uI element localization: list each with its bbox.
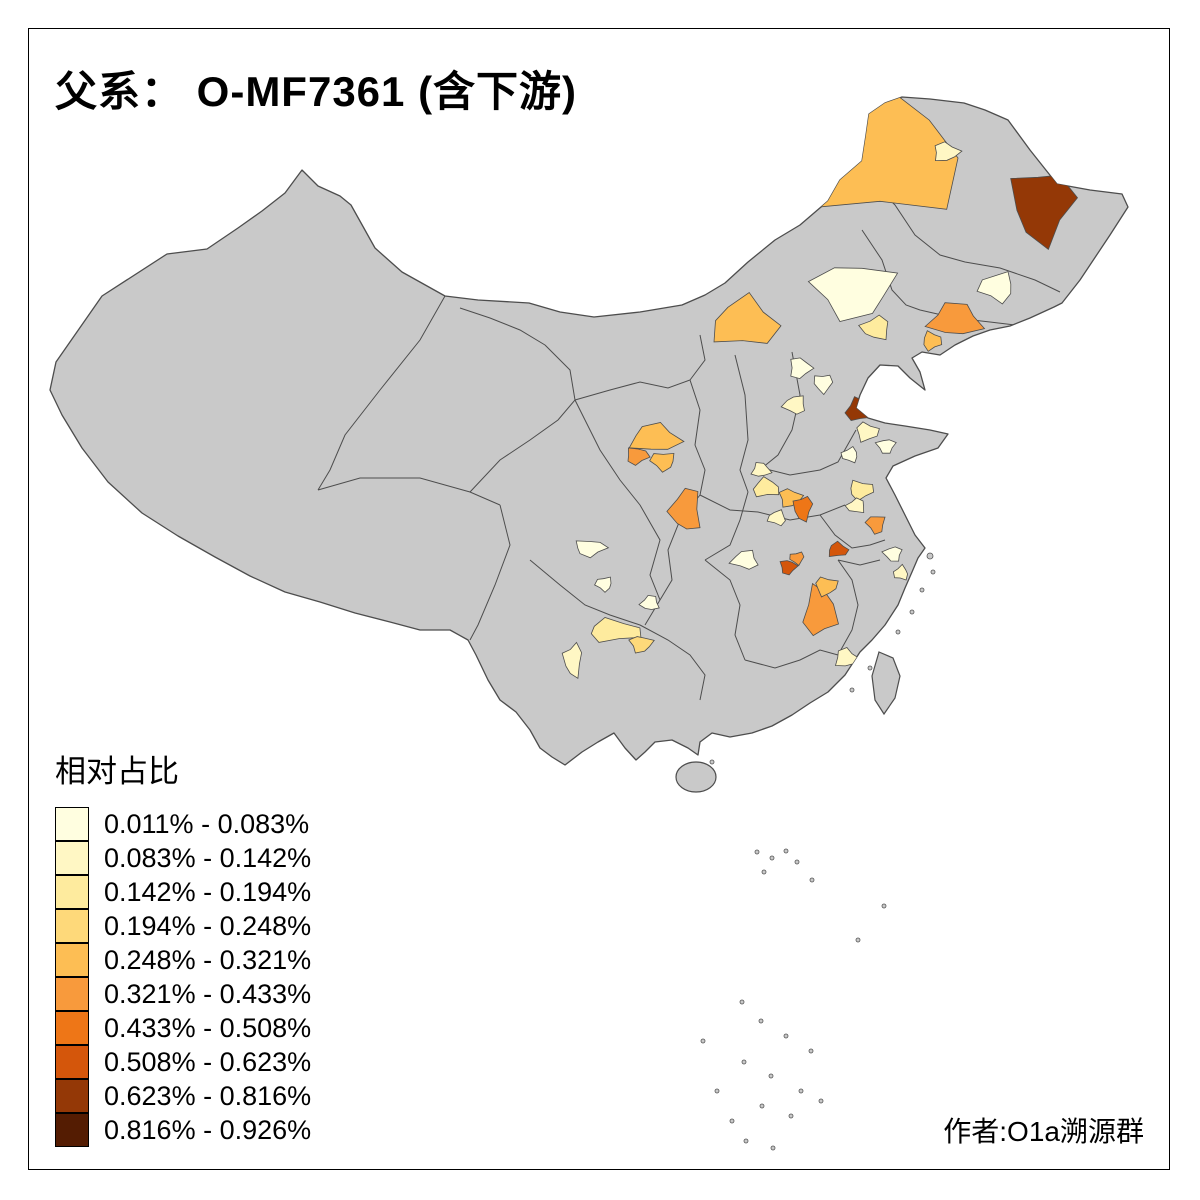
map-region (807, 267, 899, 322)
legend-class-label: 0.248% - 0.321% (104, 944, 312, 975)
legend-class-label: 0.142% - 0.194% (104, 876, 312, 907)
map-region (924, 302, 986, 335)
map-title: 父系： O-MF7361 (含下游) (55, 68, 578, 115)
map-region (780, 395, 805, 415)
map-region (779, 560, 799, 576)
map-region (713, 291, 782, 344)
map-region (792, 495, 814, 523)
legend-swatch (55, 806, 89, 841)
map-region (766, 509, 786, 527)
map-region (628, 422, 685, 450)
legend-row: 0.083% - 0.142% (55, 840, 312, 875)
map-region (874, 439, 897, 454)
map-region (628, 636, 655, 654)
map-region (649, 452, 675, 473)
sea-islets (700, 552, 936, 1151)
legend-swatch (55, 976, 89, 1011)
hainan-island (675, 761, 717, 793)
legend-class-label: 0.508% - 0.623% (104, 1046, 312, 1077)
map-region (934, 141, 963, 162)
map-region (834, 647, 861, 667)
legend-class-label: 0.816% - 0.926% (104, 1114, 312, 1145)
legend-class-label: 0.433% - 0.508% (104, 1012, 312, 1043)
map-region (728, 549, 759, 570)
legend-row: 0.623% - 0.816% (55, 1078, 312, 1113)
legend-row: 0.248% - 0.321% (55, 942, 312, 977)
map-region (976, 271, 1012, 305)
map-region (856, 421, 880, 443)
map-region (627, 447, 651, 466)
legend-class-label: 0.623% - 0.816% (104, 1080, 312, 1111)
map-region (638, 594, 660, 610)
map-region (892, 563, 909, 581)
legend-swatch (55, 874, 89, 909)
legend-class-label: 0.321% - 0.433% (104, 978, 312, 1009)
legend-swatch (55, 1112, 89, 1147)
legend-row: 0.142% - 0.194% (55, 874, 312, 909)
map-region (594, 576, 612, 593)
map-region (666, 487, 701, 530)
map-region (789, 551, 805, 567)
map-region (813, 374, 834, 396)
legend-row: 0.433% - 0.508% (55, 1010, 312, 1045)
map-region (575, 540, 610, 559)
legend-class-label: 0.011% - 0.083% (104, 808, 310, 839)
legend-swatch (55, 1044, 89, 1079)
legend-class-label: 0.083% - 0.142% (104, 842, 312, 873)
legend-class-label: 0.194% - 0.248% (104, 910, 312, 941)
legend-row: 0.194% - 0.248% (55, 908, 312, 943)
legend-title: 相对占比 (55, 754, 179, 789)
legend-row: 0.011% - 0.083% (55, 806, 311, 841)
map-region (923, 330, 943, 352)
legend-rows: 0.011% - 0.083% 0.083% - 0.142% 0.142% - 0… (55, 806, 312, 1147)
legend-swatch (55, 1010, 89, 1045)
legend-swatch (55, 908, 89, 943)
china-mainland (49, 96, 1129, 766)
legend-swatch (55, 942, 89, 977)
legend-row: 0.321% - 0.433% (55, 976, 312, 1011)
map-region (752, 476, 780, 498)
taiwan-island (871, 651, 901, 716)
map-region (590, 617, 642, 643)
legend-swatch (55, 1078, 89, 1113)
map-region (844, 497, 865, 514)
legend: 相对占比 0.011% - 0.083% 0.083% - 0.142% 0.142… (55, 746, 311, 1147)
map-region (750, 462, 773, 477)
map-region (815, 576, 839, 598)
map-region (1010, 174, 1079, 251)
legend-row: 0.816% - 0.926% (55, 1112, 312, 1147)
map-region (790, 357, 815, 380)
map-region (881, 546, 903, 562)
legend-row: 0.508% - 0.623% (55, 1044, 312, 1079)
map-region (864, 516, 886, 535)
map-region (828, 540, 850, 557)
author-credit: 作者:O1a溯源群 (943, 1116, 1144, 1147)
map-region (840, 445, 858, 464)
legend-swatch (55, 840, 89, 875)
map-region (858, 314, 889, 341)
map-region (561, 641, 583, 679)
